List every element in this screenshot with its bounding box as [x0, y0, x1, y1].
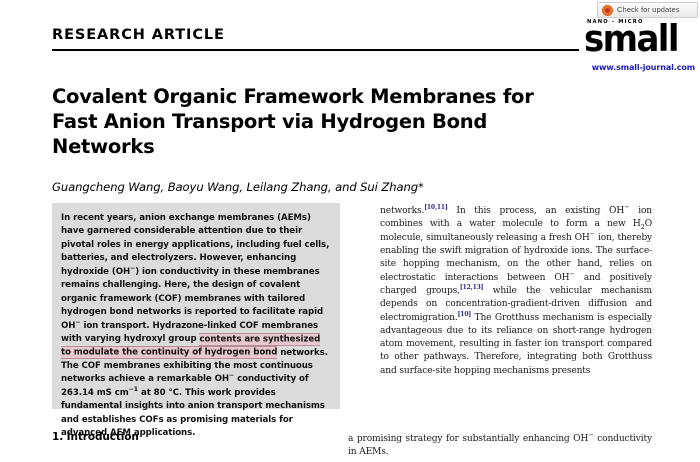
journal-wordmark: small [584, 17, 680, 61]
abstract-sup-2: − [75, 318, 81, 326]
check-for-updates-label: Check for updates [617, 5, 680, 15]
article-type-label: RESEARCH ARTICLE [52, 27, 225, 43]
journal-logo: NANO - MICRO small [581, 17, 696, 61]
body-seg-3: ion combines with a water molecule to fo… [380, 206, 652, 230]
abstract-seg-5: conductivity of 263.14 mS cm [61, 374, 309, 398]
abstract-sup-5: −1 [128, 386, 139, 394]
body-sup-2: − [624, 202, 630, 211]
abstract-sup-1: − [130, 264, 136, 272]
journal-kicker: NANO - MICRO [587, 19, 644, 25]
body-column-right: networks.[10,11] In this process, an exi… [380, 202, 653, 378]
citation-ref-12-13[interactable]: [12,13] [459, 283, 484, 291]
abstract-seg-6: at 80 °C. This work provides fundamental… [61, 387, 325, 439]
body-seg-6: and positively charged groups, [380, 272, 652, 296]
body-seg-2: In this process, an existing OH [447, 206, 625, 216]
section-heading-introduction: 1. Introduction [52, 431, 139, 443]
article-header: RESEARCH ARTICLE NANO - MICRO small www.… [0, 19, 700, 72]
abstract-seg-3: ion transport. Hydrazone-linked COF memb… [61, 320, 319, 345]
body-seg-4: O molecule, simultaneously releasing a f… [380, 219, 652, 243]
header-divider [52, 49, 579, 51]
abstract-sup-4: − [229, 372, 235, 380]
body-sup-5: − [569, 269, 575, 278]
abstract-text: In recent years, anion exchange membrane… [61, 212, 330, 441]
body-sub-3: 2 [640, 223, 645, 232]
body-sup-4: − [589, 229, 596, 238]
crossmark-icon [602, 4, 613, 16]
abstract-seg-4: networks. The COF membranes exhibiting t… [61, 347, 328, 385]
body-paragraph: networks.[10,11] In this process, an exi… [380, 202, 653, 378]
check-for-updates-badge[interactable]: Check for updates [597, 2, 698, 18]
body-seg-8: The Grotthuss mechanism is especially ad… [380, 312, 652, 376]
body-seg-1: networks. [380, 206, 425, 216]
body-seg-7: while the vehicular mechanism depends on… [380, 285, 653, 323]
abstract-seg-2: ) ion conductivity in these membranes re… [61, 266, 324, 331]
citation-ref-10-11[interactable]: [10,11] [424, 203, 448, 211]
abstract-panel: In recent years, anion exchange membrane… [52, 203, 340, 438]
body-tail-paragraph: a promising strategy for substantially e… [52, 430, 652, 460]
body-tail-seg-2: conductivity in AEMs. [348, 434, 652, 458]
page-title: Covalent Organic Framework Membranes for… [52, 85, 534, 158]
author-list: Guangcheng Wang, Baoyu Wang, Leilang Zha… [52, 179, 424, 194]
body-tail-wide: a promising strategy for substantially e… [52, 430, 652, 460]
body-tail-sup: − [588, 430, 594, 439]
journal-url-link[interactable]: www.small-journal.com [591, 63, 695, 72]
body-seg-5: ion, thereby enabling the swift migratio… [380, 232, 652, 283]
title-block: Covalent Organic Framework Membranes for… [52, 85, 652, 194]
abstract-seg-1: In recent years, anion exchange membrane… [61, 213, 330, 277]
body-tail-seg-1: a promising strategy for substantially e… [348, 434, 589, 444]
citation-ref-10[interactable]: [10] [457, 310, 472, 318]
